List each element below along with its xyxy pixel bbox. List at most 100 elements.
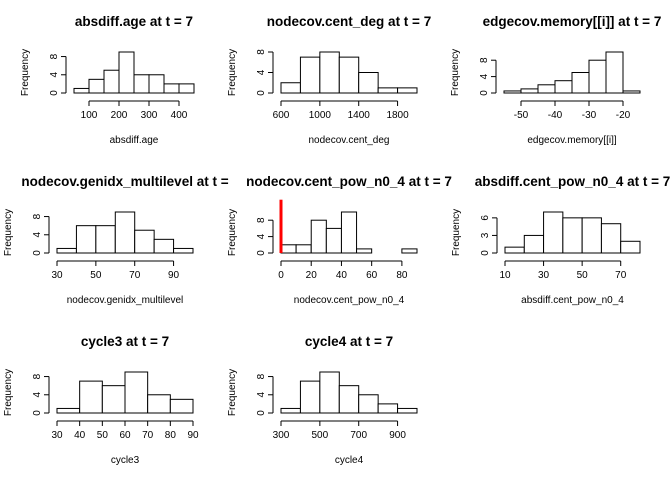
histogram-bar (295, 244, 312, 254)
y-tick-label: 0 (32, 410, 43, 416)
y-tick-label: 0 (256, 90, 267, 96)
y-tick-label: 3 (480, 232, 491, 238)
y-axis-label: Frequency (227, 369, 238, 416)
histogram-bar (280, 407, 301, 414)
y-tick-label: 0 (480, 250, 491, 256)
x-tick-label: 70 (615, 270, 627, 281)
y-tick-label: 4 (256, 233, 267, 239)
histogram-panel-5: nodecov.cent_pow_n0_4 at t = 7 0 20 40 60 80 0… (227, 174, 452, 306)
x-tick-label: 30 (538, 270, 550, 281)
x-tick-label: 1000 (309, 110, 332, 121)
x-tick-label: 600 (273, 110, 290, 121)
histogram-bar (520, 88, 539, 94)
y-tick-label: 0 (256, 250, 267, 256)
y-axis-label: Frequency (3, 369, 14, 416)
x-tick-label: 30 (51, 430, 63, 441)
x-tick-label: 30 (51, 270, 63, 281)
histogram-panel-1: absdiff.age at t = 7 100 200 300 400 0 4 8 absdi… (20, 14, 195, 146)
x-tick-label: 50 (90, 270, 102, 281)
histogram-panel-3: edgecov.memory[[i]] at t = 7 -50 -40 -30 -20… (450, 14, 661, 146)
x-axis-label: cycle3 (111, 455, 140, 466)
x-tick-label: 90 (168, 270, 180, 281)
histogram-bar (118, 51, 135, 94)
histogram-bar (178, 83, 195, 94)
histogram-panel-7: cycle3 at t = 7 30 40 50 60 70 80 90 0 4 8 cycle3 Fr… (3, 334, 199, 466)
histogram-bar (153, 238, 175, 254)
x-tick-label: 20 (306, 270, 318, 281)
y-tick-label: 8 (32, 373, 43, 379)
histogram-bar (101, 385, 126, 414)
y-tick-label: 4 (479, 73, 490, 79)
y-tick-label: 0 (49, 90, 60, 96)
x-axis-label: edgecov.memory[[i]] (527, 135, 617, 146)
histogram-bar (134, 229, 155, 254)
histogram-bar (147, 394, 171, 414)
histogram-bar (620, 240, 641, 254)
x-axis-label: nodecov.cent_deg (309, 135, 390, 146)
chart-title: absdiff.cent_pow_n0_4 at t = 7 (475, 174, 670, 189)
y-tick-label: 8 (479, 57, 490, 63)
histogram-bar (562, 217, 583, 254)
histogram-panel-6: absdiff.cent_pow_n0_4 at t = 7 10 30 50 70 0 3… (451, 174, 670, 306)
histogram-bar (114, 211, 136, 254)
x-axis-label: nodecov.genidx_multilevel (67, 295, 184, 306)
histogram-bar (377, 87, 399, 94)
x-tick-label: 300 (141, 110, 158, 121)
x-tick-label: 50 (577, 270, 589, 281)
y-axis-label: Frequency (451, 209, 462, 256)
x-tick-label: 60 (366, 270, 378, 281)
y-tick-label: 4 (256, 69, 267, 75)
histogram-panel-4: nodecov.genidx_multilevel at t = 30 50 70 90… (3, 174, 229, 306)
histogram-bar (169, 398, 194, 414)
x-tick-label: 50 (97, 430, 109, 441)
y-axis-label: Frequency (227, 209, 238, 256)
chart-title: cycle4 at t = 7 (305, 334, 393, 349)
histogram-bar (537, 84, 556, 94)
x-tick-label: 100 (81, 110, 98, 121)
histogram-bar (358, 394, 379, 414)
x-tick-label: 300 (273, 430, 290, 441)
histogram-bar (588, 59, 607, 94)
chart-title: nodecov.cent_deg at t = 7 (267, 14, 431, 29)
y-axis-label: Frequency (20, 49, 31, 96)
histogram-bar (79, 380, 103, 414)
chart-title: cycle3 at t = 7 (81, 334, 169, 349)
y-tick-label: 4 (32, 232, 43, 238)
histogram-bar (581, 217, 602, 254)
y-tick-label: 4 (49, 72, 60, 78)
y-tick-label: 8 (32, 213, 43, 219)
histogram-bar (88, 78, 105, 94)
histogram-bar (401, 248, 418, 254)
y-tick-label: 4 (32, 392, 43, 398)
histogram-bar (163, 83, 180, 94)
histogram-bar (605, 51, 624, 94)
y-tick-label: 0 (256, 410, 267, 416)
chart-title: nodecov.genidx_multilevel at t = (21, 174, 228, 189)
chart-title: edgecov.memory[[i]] at t = 7 (483, 14, 662, 29)
x-tick-label: 700 (350, 430, 367, 441)
histogram-bar (319, 51, 340, 94)
histogram-bar (148, 74, 165, 94)
histogram-bar (73, 87, 90, 94)
x-tick-label: 40 (74, 430, 86, 441)
y-tick-label: 0 (479, 90, 490, 96)
histogram-bar (124, 371, 149, 414)
y-tick-label: 8 (49, 53, 60, 59)
y-tick-label: 8 (256, 373, 267, 379)
histogram-bar (571, 72, 590, 94)
y-axis-label: Frequency (227, 49, 238, 96)
histogram-bar (338, 56, 360, 94)
y-tick-label: 0 (32, 250, 43, 256)
x-tick-label: -50 (514, 110, 529, 121)
histogram-bar (397, 407, 418, 414)
x-tick-label: 500 (312, 430, 329, 441)
chart-title: absdiff.age at t = 7 (75, 14, 193, 29)
histogram-bar (310, 219, 327, 254)
histogram-bar (56, 407, 81, 414)
histogram-bar (338, 385, 360, 414)
histogram-panel-2: nodecov.cent_deg at t = 7 600 1000 1400 1800… (227, 14, 431, 146)
x-tick-label: 60 (119, 430, 131, 441)
x-tick-label: 70 (129, 270, 141, 281)
histogram-bar (543, 211, 564, 254)
histogram-bar (503, 90, 522, 94)
